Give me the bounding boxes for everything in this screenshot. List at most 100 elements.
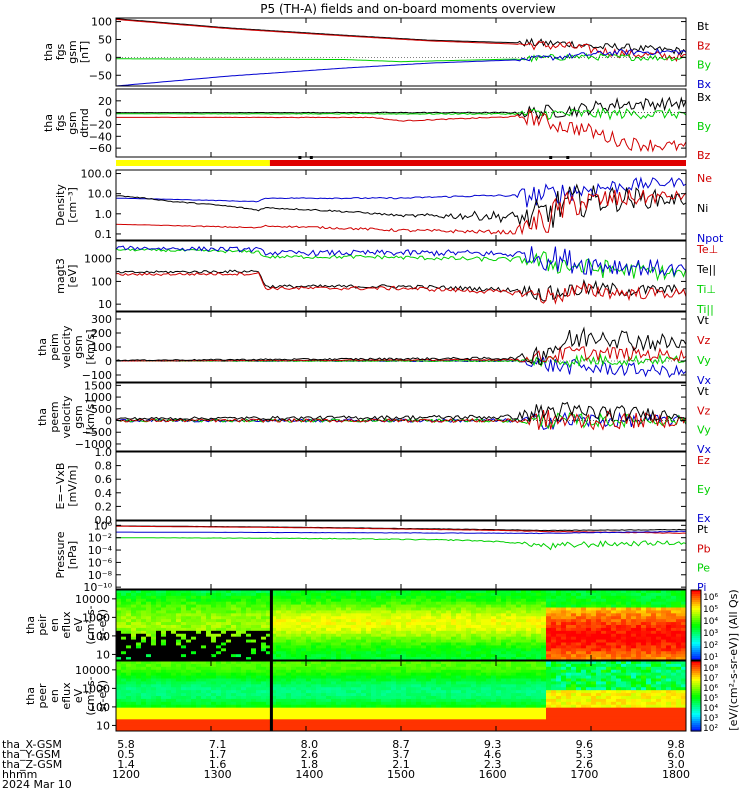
legend-entry: Vz xyxy=(697,334,711,347)
series-bx-line xyxy=(116,48,686,86)
legend-entry: Bz xyxy=(697,149,711,162)
colorbar-tick-label: 10⁵ xyxy=(703,694,718,704)
ephemeris-value: 1400 xyxy=(295,768,323,781)
ephemeris-value: 1200 xyxy=(112,768,140,781)
y-tick-label: 100 xyxy=(89,701,110,714)
panel-density: 100.0 10.0 1.0 0.1 Density [cm⁻³] Ne Ni Npot xyxy=(54,168,724,245)
legend-entry: Bx xyxy=(697,91,712,104)
y-axis-label: tha xyxy=(36,408,49,426)
y-axis-label: sr-eV) xyxy=(96,680,109,712)
y-axis-label: velocity xyxy=(60,395,73,438)
legend-entry: Te⊥ xyxy=(696,243,718,256)
colorbar-label: [eV/(cm²-s-sr-eV)] (All Qs) xyxy=(727,589,740,730)
legend-entry: Ey xyxy=(697,483,711,496)
ephemeris-value: 1700 xyxy=(570,768,598,781)
series-pb-line xyxy=(116,525,686,534)
y-tick-label: 10⁻⁸ xyxy=(88,569,113,582)
colorbar-tick-label: 10⁶ xyxy=(703,684,718,694)
y-axis-label: en xyxy=(48,689,61,703)
y-axis-label: tha xyxy=(24,687,37,705)
colorbar-tick-label: 10⁷ xyxy=(703,674,718,684)
colorbar-1: 10⁶ 10⁵ 10⁴ 10³ 10² 10¹ xyxy=(690,589,718,663)
y-axis-label: sr-eV) xyxy=(96,609,109,641)
legend-entry: Pb xyxy=(697,542,711,555)
panel-frame xyxy=(115,520,687,590)
legend-entry: Npot xyxy=(697,232,724,245)
legend-entry: Ex xyxy=(697,512,711,525)
y-axis-label: fgs xyxy=(54,114,67,131)
y-axis-label: [nT] xyxy=(78,41,91,63)
y-axis-label: velocity xyxy=(60,325,73,368)
series-bt-line xyxy=(116,18,686,56)
colorbar-tick-label: 10² xyxy=(703,641,718,651)
ephemeris-row-label: hhmm xyxy=(2,768,37,781)
series-vt-line xyxy=(116,326,686,366)
y-axis-label: gsm xyxy=(66,40,79,63)
y-tick-label: 100 xyxy=(91,341,112,354)
legend-entry: Bx xyxy=(697,78,712,91)
ephemeris-value: 0.5 xyxy=(117,748,135,761)
y-tick-label: 10000 xyxy=(75,664,110,677)
ephemeris-value: 1500 xyxy=(387,768,415,781)
ephemeris-value: 2.6 xyxy=(301,748,319,761)
y-tick-label: 100 xyxy=(91,275,112,288)
y-tick-label: 10.0 xyxy=(88,188,113,201)
ephemeris-value: 5.3 xyxy=(576,748,594,761)
colorbar-tick-label: 10⁴ xyxy=(703,617,718,627)
series-ti-line xyxy=(116,245,686,278)
y-tick-label: 1000 xyxy=(82,611,110,624)
y-tick-label: 1000 xyxy=(82,682,110,695)
y-tick-label: 10 xyxy=(96,648,110,661)
panel-peir_spec: 10000 1000 100 10 tha peir en eflux eV (cm²-s-sr-… xyxy=(24,589,687,661)
legend-entry: Vz xyxy=(697,404,711,417)
panel-efield: 1.00.80.60.40.20.0 E=−VxB [mV/m] Ez Ey Ex xyxy=(54,446,711,527)
panel-peer_spec: 10000 1000 100 10 tha peer en eflux eV (cm²-s-sr-… xyxy=(24,660,687,732)
legend-entry: Ti|| xyxy=(696,303,714,316)
y-tick-label: 10⁰ xyxy=(94,519,113,532)
y-axis-label: en xyxy=(48,618,61,632)
ephemeris-value: 2.6 xyxy=(576,758,594,771)
ephemeris-value: 1300 xyxy=(204,768,232,781)
y-axis-label: peer xyxy=(36,683,49,709)
y-axis-label: eV xyxy=(72,688,85,703)
y-axis-label: (cm²-s- xyxy=(84,676,97,715)
series-bz-line xyxy=(116,18,686,62)
panel-frame xyxy=(115,451,687,521)
ephemeris-value: 7.1 xyxy=(209,738,227,751)
y-tick-label: 0.8 xyxy=(95,460,113,473)
series-bx-line xyxy=(116,96,686,120)
y-tick-label: 1000 xyxy=(84,391,112,404)
y-tick-label: 50 xyxy=(98,33,112,46)
series-pi-line xyxy=(116,530,686,535)
legend-entry: Vt xyxy=(697,385,710,398)
y-tick-label: 100.0 xyxy=(81,168,113,181)
legend-entry: Pe xyxy=(697,562,710,575)
y-tick-label: 500 xyxy=(91,403,112,416)
y-tick-label: 10 xyxy=(98,298,112,311)
peir_spec-heatmap-cells xyxy=(116,590,686,660)
legend-entry: Ni xyxy=(697,202,708,215)
ephemeris-value: 3.0 xyxy=(667,758,685,771)
y-tick-label: 0 xyxy=(105,107,112,120)
y-axis-label: fgs xyxy=(54,43,67,60)
ephemeris-value: 9.8 xyxy=(667,738,685,751)
y-axis-label: eflux xyxy=(60,611,73,639)
mode-segment xyxy=(269,160,686,166)
y-tick-label: 0 xyxy=(105,51,112,64)
y-axis-label: peem xyxy=(48,401,61,432)
legend-entry: Te|| xyxy=(696,263,716,276)
y-axis-label: gsm xyxy=(72,405,85,428)
y-tick-label: 10⁻² xyxy=(88,532,112,545)
y-axis-label: tha xyxy=(42,114,55,132)
y-axis-label: tha xyxy=(36,338,49,356)
y-tick-label: −1000 xyxy=(75,438,112,451)
y-tick-label: 300 xyxy=(91,313,112,326)
y-axis-label: Density xyxy=(54,184,67,226)
y-axis-label: gsm xyxy=(66,111,79,134)
y-axis-label: tha xyxy=(24,616,37,634)
y-tick-label: −100 xyxy=(82,369,112,382)
y-tick-label: −40 xyxy=(89,130,112,143)
